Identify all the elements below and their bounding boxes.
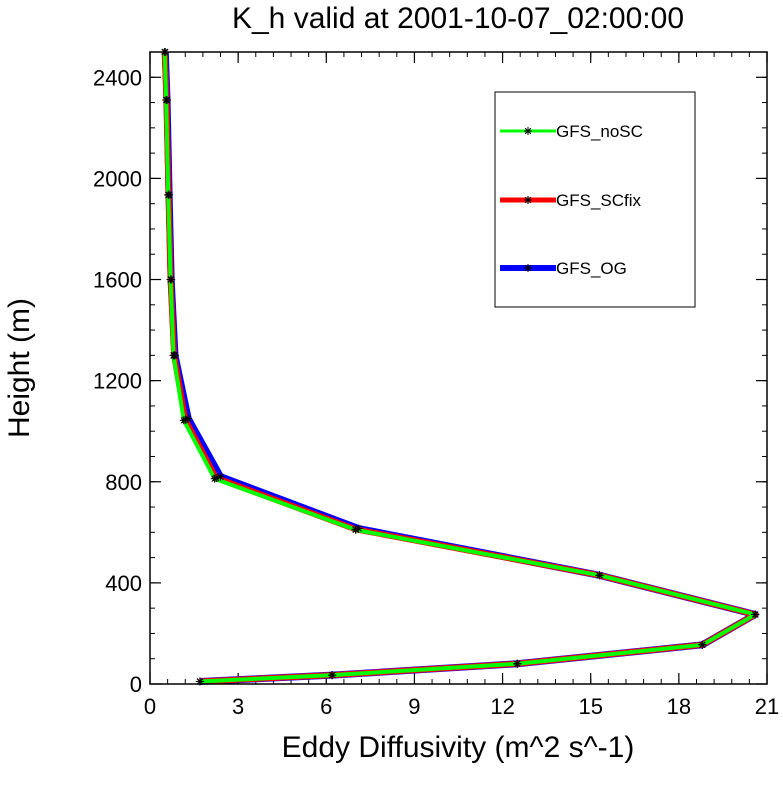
legend-marker-gfs_og xyxy=(524,264,532,272)
legend-label-gfs_nosc: GFS_noSC xyxy=(556,122,643,141)
data-point-gfs_nosc xyxy=(513,659,522,668)
x-tick-label: 21 xyxy=(755,694,779,719)
y-tick-label: 1600 xyxy=(93,268,142,293)
x-tick-label: 9 xyxy=(408,694,420,719)
series-line-gfs_nosc xyxy=(162,51,758,684)
x-tick-label: 18 xyxy=(667,694,691,719)
data-point-gfs_nosc xyxy=(179,416,188,425)
y-tick-label: 2400 xyxy=(93,65,142,90)
x-tick-label: 0 xyxy=(144,694,156,719)
data-point-gfs_scfix xyxy=(181,415,190,424)
legend-label-gfs_scfix: GFS_SCfix xyxy=(556,191,642,210)
x-axis-label: Eddy Diffusivity (m^2 s^-1) xyxy=(282,731,635,764)
legend: GFS_noSC GFS_SCfix GFS_OG xyxy=(494,91,696,308)
data-point-gfs_nosc xyxy=(169,351,178,360)
data-point-gfs_nosc xyxy=(162,96,171,105)
x-tick-label: 6 xyxy=(320,694,332,719)
x-tick-label: 15 xyxy=(578,694,602,719)
data-point-gfs_nosc xyxy=(328,671,337,680)
data-point-gfs_nosc xyxy=(595,571,604,580)
y-tick-label: 1200 xyxy=(93,369,142,394)
y-axis-label: Height (m) xyxy=(3,298,36,438)
chart-title: K_h valid at 2001-10-07_02:00:00 xyxy=(232,2,684,35)
legend-marker-gfs_nosc xyxy=(524,127,532,135)
legend-label-gfs_og: GFS_OG xyxy=(556,259,627,278)
data-point-gfs_nosc xyxy=(751,610,760,619)
y-tick-label: 0 xyxy=(130,672,142,697)
y-tick-label: 2000 xyxy=(93,166,142,191)
data-point-gfs_nosc xyxy=(164,190,173,199)
data-point-gfs_nosc xyxy=(166,275,175,284)
legend-marker-gfs_scfix xyxy=(524,196,532,204)
x-tick-label: 12 xyxy=(490,694,514,719)
data-point-gfs_nosc xyxy=(698,640,707,649)
y-tick-label: 400 xyxy=(105,571,142,596)
y-tick-label: 800 xyxy=(105,470,142,495)
x-tick-label: 3 xyxy=(232,694,244,719)
data-point-gfs_nosc xyxy=(351,525,360,534)
data-point-gfs_nosc xyxy=(210,474,219,483)
plot-frame xyxy=(149,51,768,685)
axis-ticks: 0 3 6 9 12 15 18 21 0 400 800 1200 1600 2000 2400 xyxy=(93,51,779,719)
